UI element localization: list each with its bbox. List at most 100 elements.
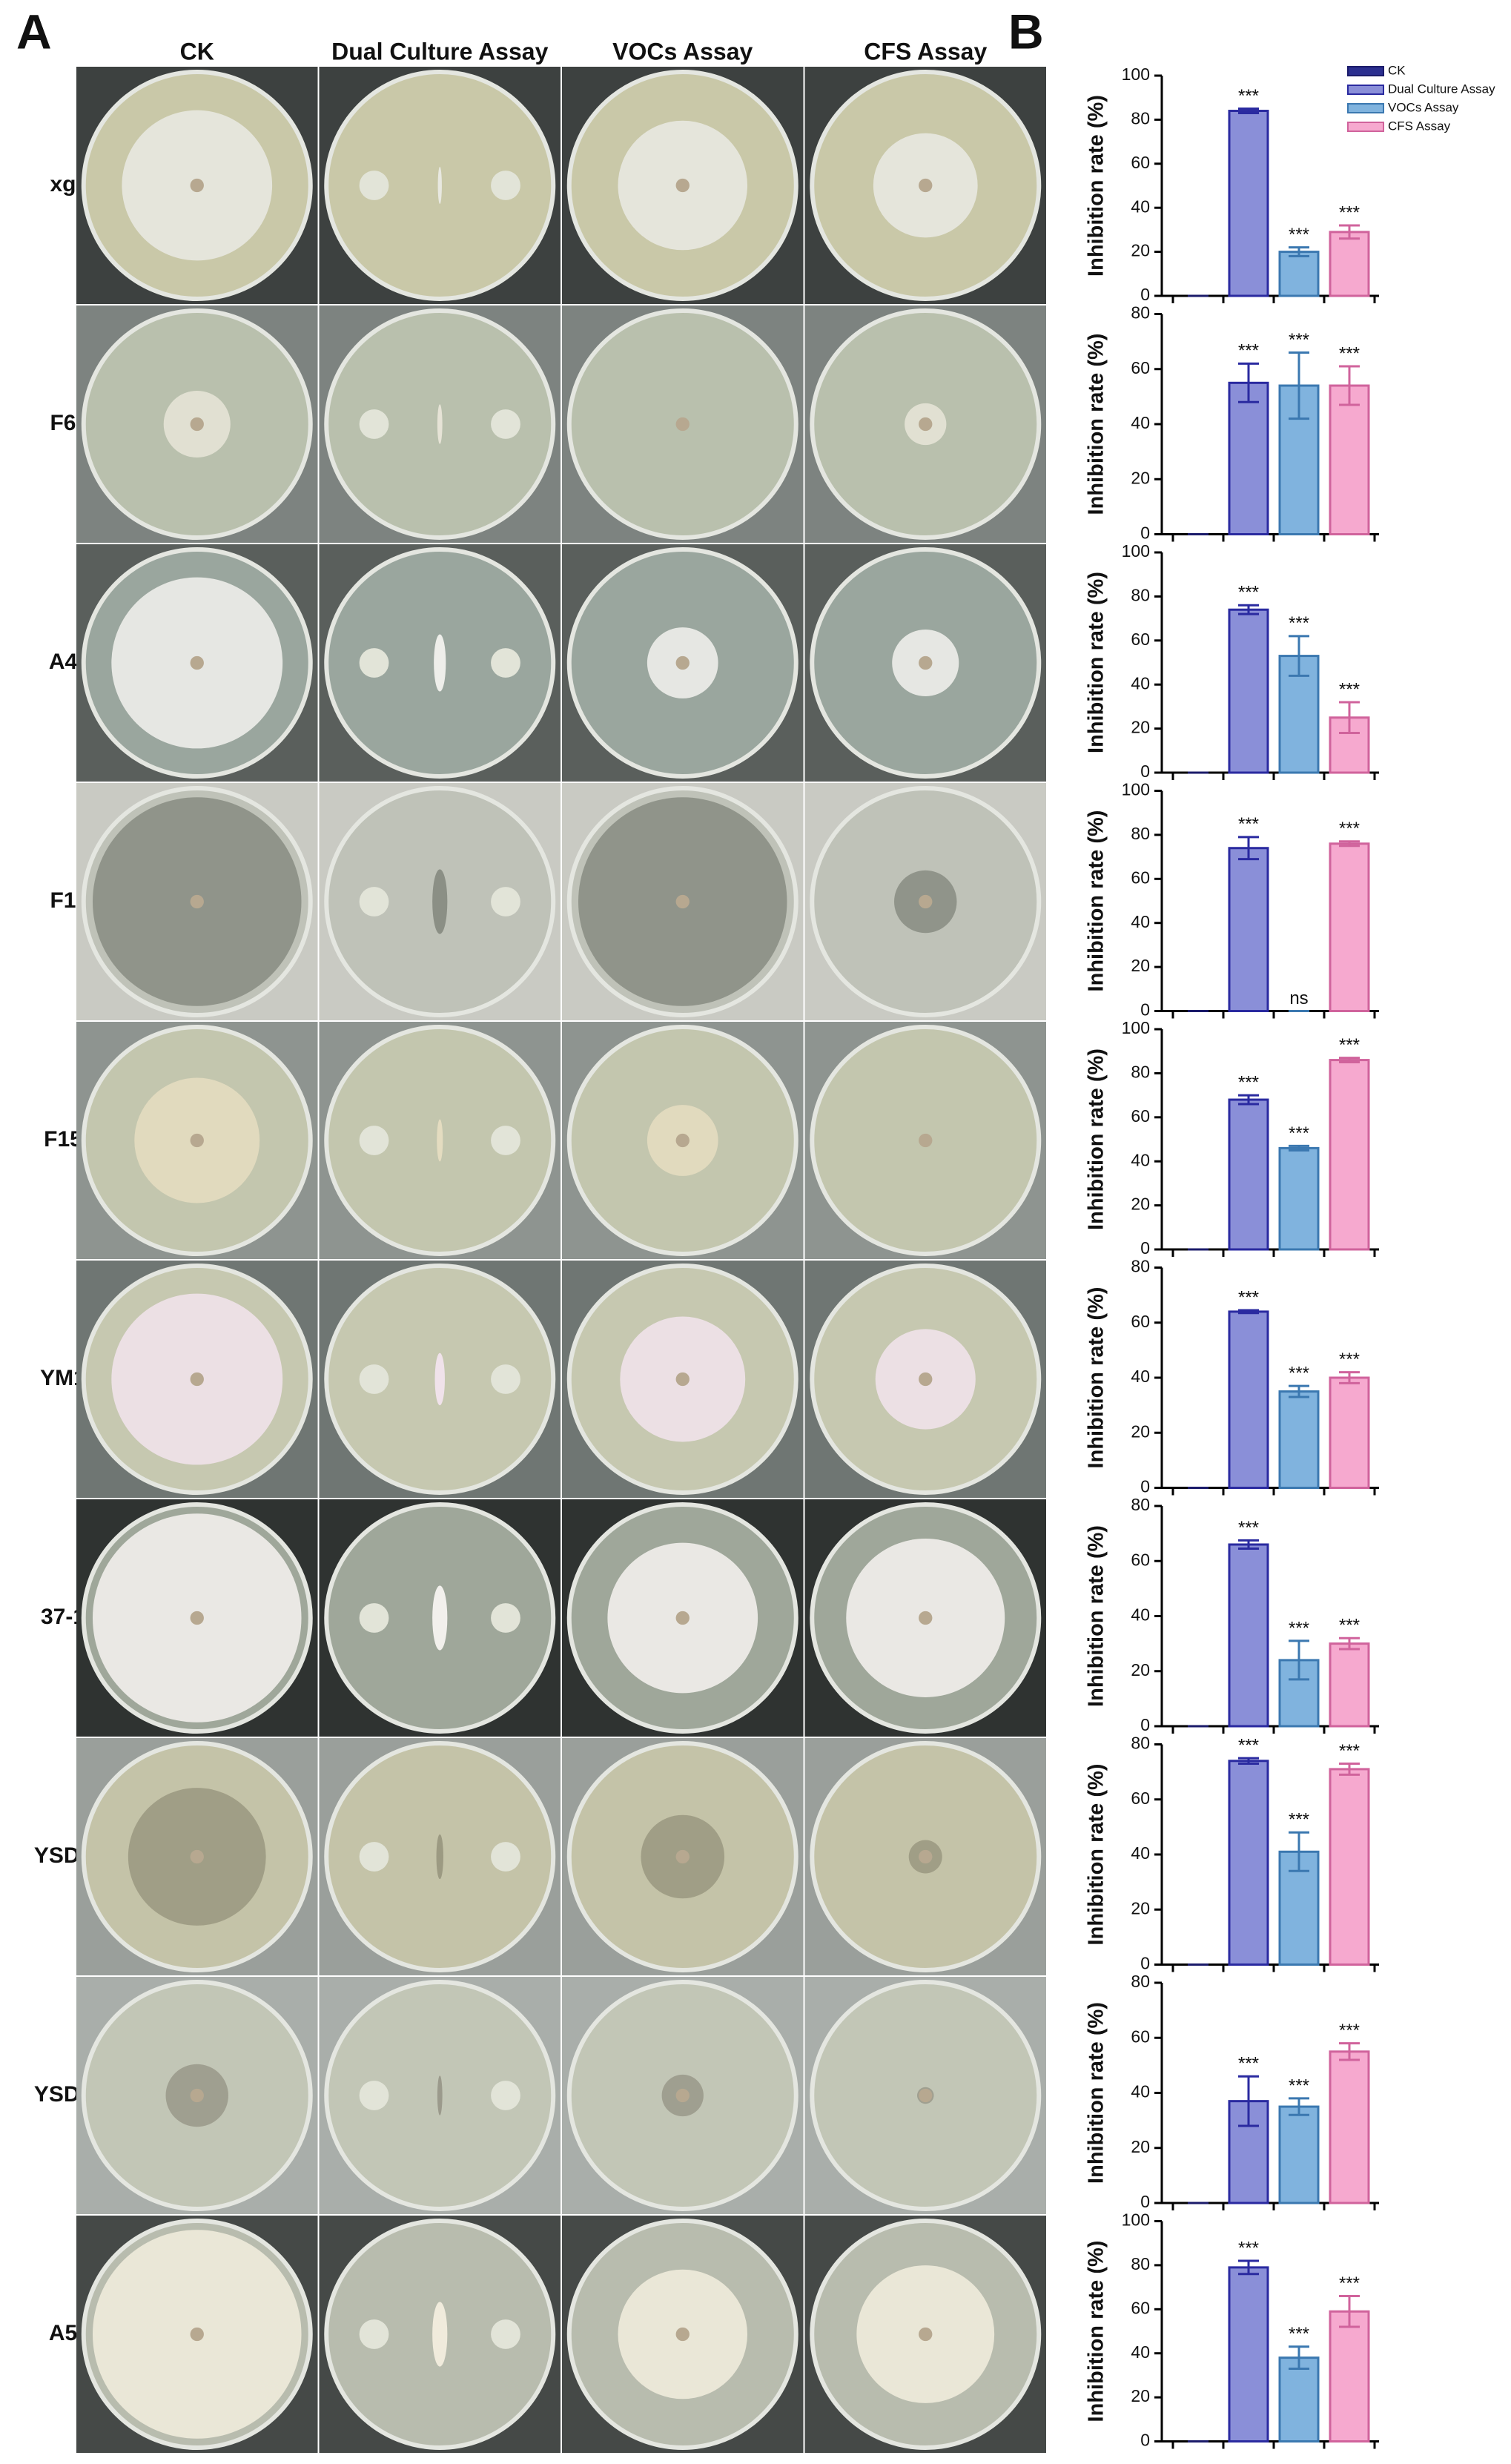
colony (437, 1119, 443, 1162)
y-tick-label: 100 (1122, 2210, 1150, 2230)
significance-label: *** (1238, 2238, 1259, 2258)
colony (491, 2319, 520, 2349)
y-tick-label: 20 (1131, 1421, 1150, 1441)
y-tick-label: 60 (1131, 1106, 1150, 1126)
colony (491, 887, 520, 916)
colony-center (675, 178, 690, 193)
bar (1329, 2050, 1370, 2204)
y-tick-label: 60 (1131, 2027, 1150, 2046)
y-tick-label: 20 (1131, 1195, 1150, 1214)
significance-label: *** (1238, 1287, 1259, 1307)
bar (1329, 384, 1370, 536)
colony-center (919, 417, 933, 432)
colony-center (675, 655, 690, 670)
y-tick-label: 0 (1140, 523, 1150, 543)
y-tick-label: 0 (1140, 1954, 1150, 1973)
significance-label: *** (1289, 1363, 1309, 1383)
row-label: F1 (50, 888, 76, 913)
error-bar (1339, 1762, 1360, 1776)
y-axis-label: Inhibition rate (%) (1085, 1287, 1108, 1469)
error-bar (1339, 1636, 1360, 1651)
y-axis-label: Inhibition rate (%) (1085, 334, 1108, 515)
error-bar (1238, 1539, 1259, 1550)
colony-center (675, 417, 690, 432)
y-tick-label: 40 (1131, 1367, 1150, 1386)
error-bar (1238, 604, 1259, 615)
error-bar (1289, 351, 1309, 420)
significance-label: *** (1238, 583, 1259, 603)
colony-center (919, 2088, 933, 2103)
significance-label: *** (1238, 341, 1259, 361)
y-tick-label: 0 (1140, 285, 1150, 304)
row-label: F6 (50, 411, 76, 435)
colony-center (190, 655, 204, 670)
colony-center (919, 1372, 933, 1387)
significance-label: *** (1339, 343, 1360, 363)
colony (491, 1364, 520, 1394)
colony (491, 1603, 520, 1633)
colony-center (919, 1133, 933, 1148)
bar (1278, 1146, 1320, 1251)
error-bar (1238, 836, 1259, 861)
column-header: CK (180, 38, 214, 65)
significance-label: *** (1289, 613, 1309, 633)
colony-center (919, 655, 933, 670)
colony (491, 2081, 520, 2110)
y-tick-label: 60 (1131, 153, 1150, 172)
significance-label: *** (1289, 1123, 1309, 1143)
y-tick-label: 40 (1131, 1605, 1150, 1625)
error-bar (1238, 1309, 1259, 1315)
error-bar (1339, 1371, 1360, 1384)
significance-label: *** (1339, 1035, 1360, 1055)
error-bar (1339, 365, 1360, 406)
bar (1329, 2310, 1370, 2443)
significance-label: *** (1339, 202, 1360, 222)
colony (436, 1834, 443, 1880)
row-label: A4 (49, 650, 78, 674)
significance-label: *** (1339, 679, 1360, 699)
colony (491, 648, 520, 678)
colony-center (675, 2088, 690, 2103)
error-bar (1289, 635, 1309, 677)
error-bar (1339, 2294, 1360, 2328)
y-tick-label: 80 (1131, 1495, 1150, 1514)
colony-center (675, 2327, 690, 2342)
colony-center (675, 1611, 690, 1625)
significance-label: *** (1289, 2075, 1309, 2095)
y-tick-label: 60 (1131, 1550, 1150, 1569)
y-tick-label: 80 (1131, 1257, 1150, 1276)
colony (491, 1126, 520, 1155)
bar (1228, 110, 1269, 297)
significance-label: *** (1238, 1518, 1259, 1538)
bar (1278, 251, 1320, 297)
colony (359, 1126, 389, 1155)
y-tick-label: 40 (1131, 413, 1150, 432)
y-tick-label: 40 (1131, 673, 1150, 693)
column-header: CFS Assay (864, 38, 987, 65)
colony (491, 409, 520, 439)
significance-label: *** (1289, 1810, 1309, 1830)
legend-swatch (1347, 122, 1384, 132)
y-tick-label: 60 (1131, 868, 1150, 887)
error-bar (1289, 1144, 1309, 1152)
y-tick-label: 0 (1140, 2431, 1150, 2450)
row-label: A5 (49, 2321, 77, 2345)
colony (437, 2075, 443, 2115)
colony-center (190, 1611, 204, 1625)
bar (1228, 1760, 1269, 1966)
colony (359, 1603, 389, 1633)
y-tick-label: 0 (1140, 1715, 1150, 1734)
colony (359, 171, 389, 200)
bar (1228, 608, 1269, 774)
y-tick-label: 0 (1140, 762, 1150, 781)
colony-center (190, 1849, 204, 1864)
colony (359, 2081, 389, 2110)
error-bar (1289, 1831, 1309, 1872)
y-tick-label: 80 (1131, 1972, 1150, 1991)
colony-center (675, 894, 690, 909)
significance-label: *** (1289, 225, 1309, 245)
y-tick-label: 40 (1131, 2342, 1150, 2362)
legend-swatch (1347, 103, 1384, 113)
legend-label: CK (1388, 63, 1406, 77)
